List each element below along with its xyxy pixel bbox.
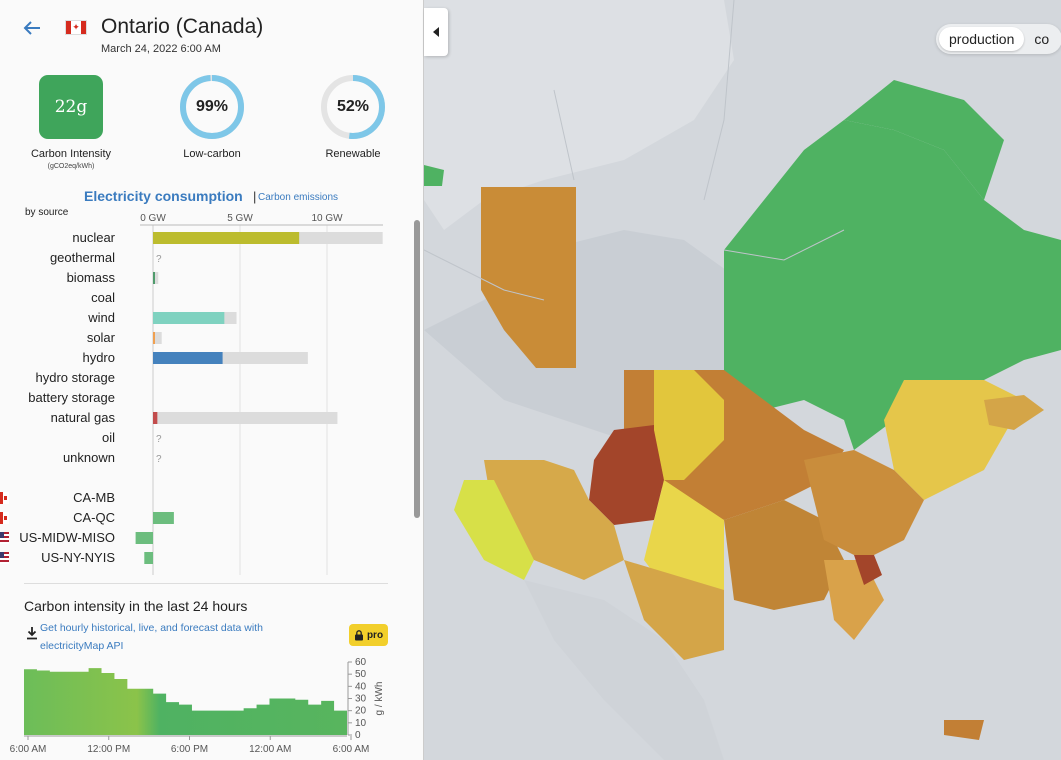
renewable-label: Renewable [325, 148, 381, 160]
production-bar-nuclear[interactable] [153, 232, 300, 244]
us-flag-icon [0, 552, 9, 564]
chevron-left-icon [433, 27, 439, 37]
section-divider [24, 583, 388, 584]
production-bar-natural-gas[interactable] [153, 412, 158, 424]
y-tick-label: 0 [355, 730, 361, 741]
source-label: battery storage [28, 390, 115, 405]
exchange-bar-CA-QC[interactable] [153, 512, 174, 524]
download-icon[interactable] [26, 626, 38, 640]
region-south-carolina[interactable] [854, 555, 882, 585]
low-carbon-value: 99% [195, 98, 229, 115]
axis-tick-label: 10 GW [311, 213, 343, 224]
renewable-ring [321, 75, 385, 139]
axis-tick-label: 5 GW [227, 213, 253, 224]
production-chart: 0 GW 5 GW 10 GW nuclear geothermal ? biomass co… [0, 213, 383, 575]
axis-tick-label: 0 GW [140, 213, 166, 224]
canada-flag-icon: ✦ [65, 20, 87, 35]
capacity-bar [153, 272, 159, 284]
x-tick-label: 12:00 AM [249, 744, 291, 755]
region-quebec[interactable] [724, 120, 1061, 450]
region-us-dark[interactable] [589, 425, 664, 525]
source-label: wind [87, 310, 115, 325]
y-tick-label: 30 [355, 694, 367, 705]
toggle-consumption[interactable]: co [1034, 31, 1050, 47]
exchange-label: US-NY-NYIS [41, 550, 115, 565]
renewable-value: 52% [336, 98, 370, 115]
y-tick-label: 60 [355, 657, 367, 668]
api-link[interactable]: Get hourly historical, live, and forecas… [40, 622, 263, 652]
panel-scrollbar[interactable] [414, 220, 420, 518]
back-arrow-icon[interactable] [20, 16, 44, 40]
capacity-bar [153, 412, 338, 424]
y-tick-label: 20 [355, 706, 367, 717]
y-tick-label: 50 [355, 669, 367, 680]
carbon-intensity-unit: (gCO2eq/kWh) [47, 163, 95, 170]
exchange-label: CA-QC [73, 510, 115, 525]
toggle-production[interactable]: production [939, 27, 1025, 51]
exchange-label: US-MIDW-MISO [19, 530, 115, 545]
pro-badge[interactable]: pro [349, 624, 388, 646]
y-axis-unit: g / kWh [374, 682, 385, 716]
y-tick-label: 40 [355, 681, 367, 692]
production-bar-solar[interactable] [153, 332, 155, 344]
map[interactable]: production co [424, 0, 1061, 760]
pro-label: pro [366, 629, 384, 641]
x-tick-label: 6:00 AM [333, 744, 370, 755]
tab-carbon-emissions[interactable]: Carbon emissions [258, 192, 339, 203]
production-toggle[interactable]: production co [936, 24, 1061, 54]
carbon-intensity-box: 22g [39, 75, 103, 139]
source-label: biomass [67, 270, 116, 285]
source-label: oil [102, 430, 115, 445]
tab-separator: | [253, 189, 257, 204]
source-label: hydro [82, 350, 115, 365]
zone-map[interactable] [424, 0, 1061, 760]
production-bar-hydro[interactable] [153, 352, 223, 364]
history-title: Carbon intensity in the last 24 hours [24, 598, 248, 614]
by-source-label: by source [25, 207, 69, 218]
unknown-marker: ? [156, 454, 162, 465]
source-label: natural gas [51, 410, 116, 425]
canada-flag-icon [0, 512, 9, 524]
production-bar-wind[interactable] [153, 312, 225, 324]
source-label: geothermal [50, 250, 115, 265]
region-alberta[interactable] [481, 187, 576, 368]
source-label: solar [87, 330, 116, 345]
exchange-bar-US-MIDW-MISO[interactable] [135, 532, 153, 544]
canada-flag-icon [0, 492, 9, 504]
tab-electricity-consumption[interactable]: Electricity consumption [84, 188, 243, 204]
low-carbon-label: Low-carbon [183, 148, 241, 160]
history-area[interactable] [24, 668, 347, 735]
x-tick-label: 6:00 PM [171, 744, 208, 755]
collapse-panel-button[interactable] [424, 8, 448, 56]
source-label: hydro storage [36, 370, 116, 385]
low-carbon-ring [180, 75, 244, 139]
y-tick-label: 10 [355, 718, 367, 729]
lock-icon [354, 629, 363, 640]
production-bar-biomass[interactable] [153, 272, 155, 284]
source-label: nuclear [72, 230, 115, 245]
source-label: unknown [63, 450, 115, 465]
zone-name: Ontario (Canada) [101, 15, 264, 38]
us-flag-icon [0, 532, 9, 544]
capacity-bar [153, 332, 162, 344]
unknown-marker: ? [156, 434, 162, 445]
unknown-marker: ? [156, 254, 162, 265]
zone-datetime: March 24, 2022 6:00 AM [101, 43, 221, 55]
source-label: coal [91, 290, 115, 305]
exchange-bar-US-NY-NYIS[interactable] [144, 552, 153, 564]
carbon-intensity-label: Carbon Intensity [30, 148, 112, 160]
zone-details-panel: ✦ Ontario (Canada) March 24, 2022 6:00 A… [0, 0, 424, 760]
x-tick-label: 6:00 AM [10, 744, 47, 755]
x-tick-label: 12:00 PM [87, 744, 130, 755]
exchange-label: CA-MB [73, 490, 115, 505]
